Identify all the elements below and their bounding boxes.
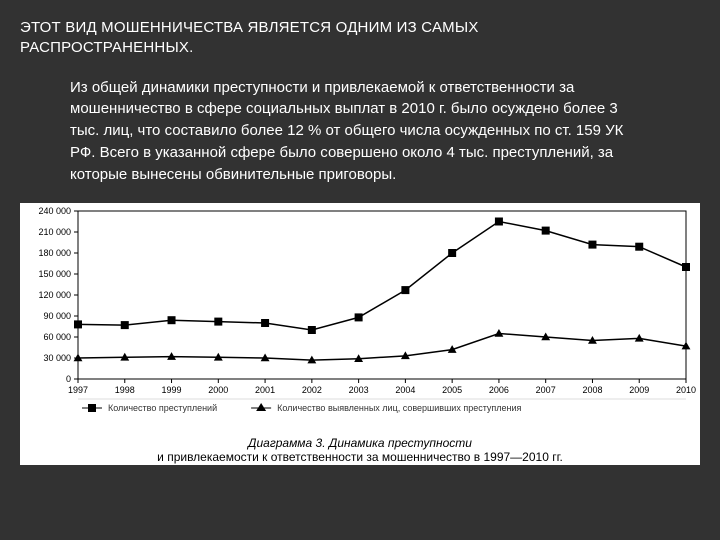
svg-text:150 000: 150 000 bbox=[38, 269, 71, 279]
svg-text:Количество выявленных лиц, сов: Количество выявленных лиц, совершивших п… bbox=[277, 403, 521, 413]
title-line-2: РАСПРОСТРАНЕННЫХ. bbox=[20, 39, 194, 56]
svg-text:0: 0 bbox=[66, 374, 71, 384]
svg-text:1997: 1997 bbox=[68, 385, 88, 395]
svg-text:2007: 2007 bbox=[536, 385, 556, 395]
svg-text:2003: 2003 bbox=[349, 385, 369, 395]
svg-text:1999: 1999 bbox=[162, 385, 182, 395]
svg-text:2000: 2000 bbox=[208, 385, 228, 395]
body-paragraph: Из общей динамики преступности и привлек… bbox=[0, 67, 720, 198]
svg-text:2005: 2005 bbox=[442, 385, 462, 395]
svg-text:120 000: 120 000 bbox=[38, 290, 71, 300]
svg-text:180 000: 180 000 bbox=[38, 248, 71, 258]
svg-text:30 000: 30 000 bbox=[43, 353, 71, 363]
caption-line-1: Диаграмма 3. Динамика преступности bbox=[248, 436, 472, 450]
svg-text:Количество преступлений: Количество преступлений bbox=[108, 403, 217, 413]
svg-text:2002: 2002 bbox=[302, 385, 322, 395]
svg-text:210 000: 210 000 bbox=[38, 227, 71, 237]
line-chart: 0 30 000 60 000 90 000 120 000 150 000 180 000… bbox=[20, 203, 700, 425]
svg-text:240 000: 240 000 bbox=[38, 206, 71, 216]
svg-text:2010: 2010 bbox=[676, 385, 696, 395]
chart-panel: 0 30 000 60 000 90 000 120 000 150 000 180 000… bbox=[20, 203, 700, 465]
slide: ЭТОТ ВИД МОШЕННИЧЕСТВА ЯВЛЯЕТСЯ ОДНИМ ИЗ… bbox=[0, 0, 720, 540]
svg-text:2004: 2004 bbox=[395, 385, 415, 395]
svg-text:90 000: 90 000 bbox=[43, 311, 71, 321]
svg-text:1998: 1998 bbox=[115, 385, 135, 395]
svg-text:2001: 2001 bbox=[255, 385, 275, 395]
chart-caption: Диаграмма 3. Динамика преступности и при… bbox=[20, 436, 700, 464]
page-title: ЭТОТ ВИД МОШЕННИЧЕСТВА ЯВЛЯЕТСЯ ОДНИМ ИЗ… bbox=[0, 0, 720, 67]
svg-text:2008: 2008 bbox=[582, 385, 602, 395]
caption-line-2: и привлекаемости к ответственности за мо… bbox=[157, 450, 563, 464]
svg-text:2006: 2006 bbox=[489, 385, 509, 395]
svg-text:60 000: 60 000 bbox=[43, 332, 71, 342]
svg-text:2009: 2009 bbox=[629, 385, 649, 395]
title-line-1: ЭТОТ ВИД МОШЕННИЧЕСТВА ЯВЛЯЕТСЯ ОДНИМ ИЗ… bbox=[20, 19, 479, 36]
